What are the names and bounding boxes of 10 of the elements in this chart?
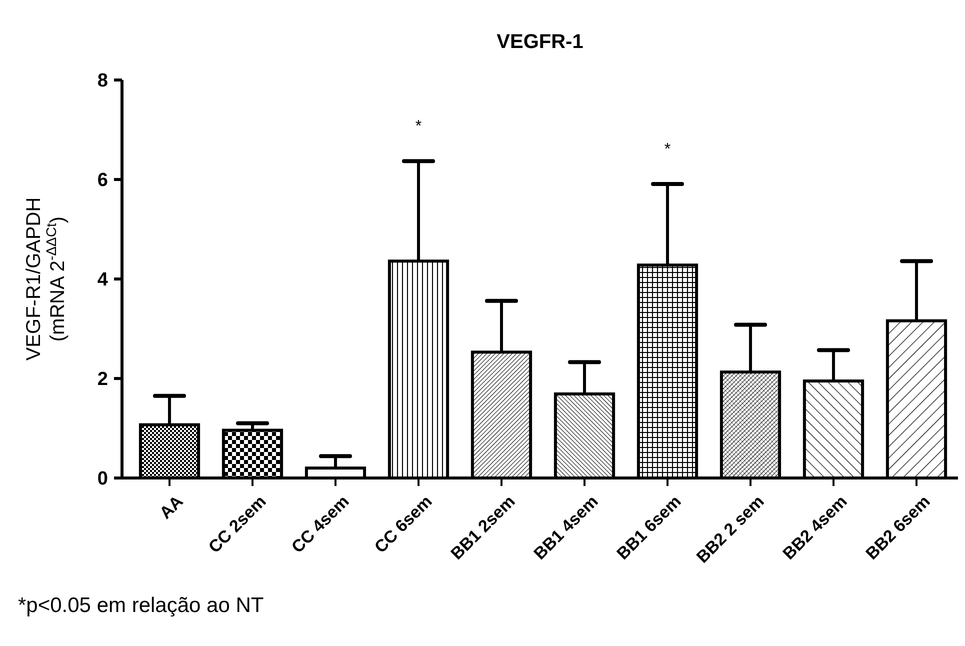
chart-title: VEGFR-1 bbox=[496, 31, 584, 53]
annotation: * bbox=[664, 140, 671, 158]
y-tick-label: 8 bbox=[97, 70, 108, 92]
y-tick-label: 6 bbox=[97, 170, 108, 192]
y-tick-label: 2 bbox=[97, 369, 108, 390]
y-tick-label: 4 bbox=[97, 270, 108, 291]
x-tick-label: AA bbox=[156, 492, 187, 523]
text: *p<0.05 em relação ao NT bbox=[18, 594, 264, 617]
y-tick-label: 0 bbox=[97, 468, 108, 490]
annotation: * bbox=[415, 118, 422, 136]
